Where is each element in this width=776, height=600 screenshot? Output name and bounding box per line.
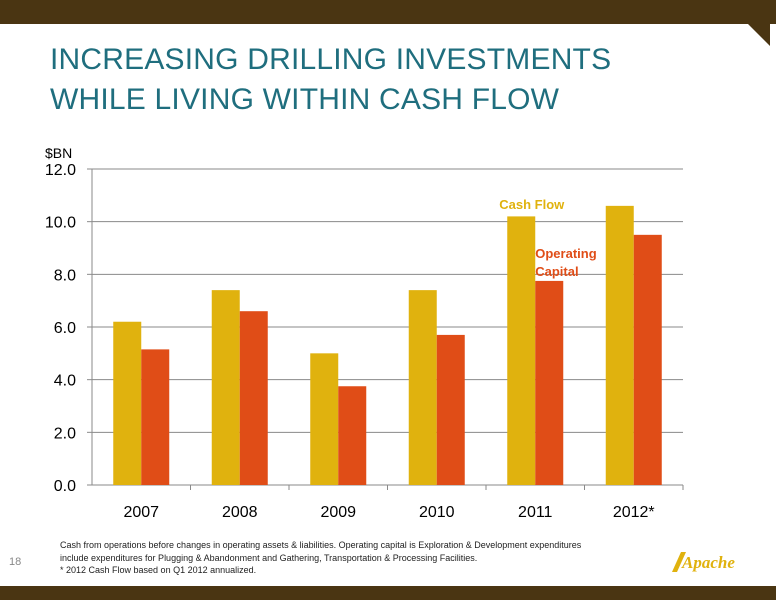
bar-operating-capital (436, 334, 465, 485)
y-tick-label: 8.0 (54, 267, 76, 284)
title-line-2: WHILE LIVING WITHIN CASH FLOW (50, 83, 560, 116)
bar-operating-capital (239, 311, 268, 485)
bar-chart: 0.0 2.0 4.0 6.0 8.0 10.0 12.0$BN 2007 2008 2009 20… (45, 145, 684, 521)
bar-cash-flow (211, 290, 240, 485)
bar-cash-flow (605, 205, 634, 485)
x-tick-label: 2007 (123, 504, 159, 521)
y-tick-label: 10.0 (45, 215, 76, 232)
logo-text: Apache (681, 553, 735, 572)
footnote-line-1: Cash from operations before changes in o… (60, 540, 582, 550)
bar-operating-capital (141, 349, 170, 485)
legend-label-operating-capital: Operating (535, 246, 596, 261)
bar-cash-flow (507, 216, 536, 485)
bar-cash-flow (408, 290, 437, 485)
x-tick-label: 2011 (518, 504, 553, 521)
footnote-line-3: * 2012 Cash Flow based on Q1 2012 annual… (60, 565, 257, 575)
bar-operating-capital (535, 280, 564, 485)
x-tick-label: 2010 (419, 504, 455, 521)
x-tick-label: 2012* (613, 504, 655, 521)
legend-label-cash-flow: Cash Flow (499, 197, 565, 212)
footnote: Cash from operations before changes in o… (60, 539, 660, 577)
x-tick-label: 2008 (222, 504, 258, 521)
footnote-line-2: include expenditures for Plugging & Aban… (60, 552, 478, 563)
y-tick-label: 2.0 (54, 425, 76, 442)
bar-operating-capital (338, 386, 367, 485)
bar-cash-flow (113, 321, 142, 485)
page-number: 18 (9, 556, 22, 568)
title-line-1: INCREASING DRILLING INVESTMENTS (50, 43, 612, 76)
y-axis-label: $BN (45, 145, 72, 161)
y-tick-label: 12.0 (45, 162, 76, 179)
top-banner (0, 0, 776, 24)
y-tick-label: 6.0 (54, 320, 76, 337)
apache-logo: Apache (672, 552, 735, 572)
bar-operating-capital (633, 234, 662, 485)
slide-title: INCREASING DRILLING INVESTMENTS WHILE LI… (50, 40, 690, 120)
legend-label-operating-capital: Capital (535, 264, 578, 279)
y-tick-label: 4.0 (54, 373, 76, 390)
corner-decoration (748, 24, 770, 46)
bottom-banner (0, 586, 776, 600)
x-tick-label: 2009 (320, 504, 356, 521)
y-tick-label: 0.0 (54, 478, 76, 495)
logo-feather-mark (672, 552, 686, 572)
bar-cash-flow (310, 353, 339, 485)
